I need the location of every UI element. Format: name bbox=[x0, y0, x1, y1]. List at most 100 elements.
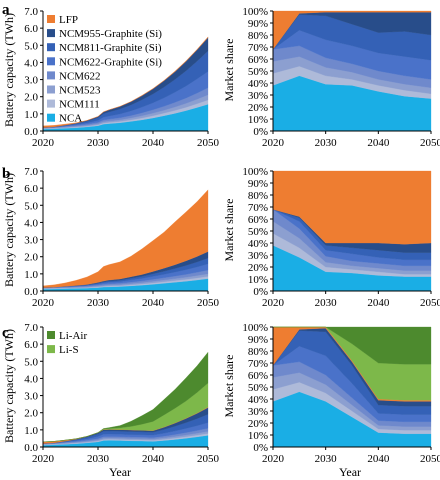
x-tick-label-c-capacity: 2050 bbox=[197, 453, 220, 465]
x-tick-label-c-capacity: 2030 bbox=[87, 453, 110, 465]
x-tick-label-a-capacity: 2040 bbox=[142, 137, 165, 149]
y-tick-label-b-capacity: 5.0 bbox=[24, 200, 38, 212]
y-tick-label-c-share: 60% bbox=[248, 370, 268, 382]
area-b-capacity-lfp bbox=[42, 189, 209, 288]
legend-swatch-a-nca bbox=[47, 113, 55, 122]
y-tick-label-c-share: 70% bbox=[248, 358, 268, 370]
legend-swatch-a-lfp bbox=[47, 15, 55, 23]
panel-label-b: b bbox=[2, 166, 10, 182]
area-b-share-lfp bbox=[272, 170, 432, 245]
x-tick-label-a-share: 2020 bbox=[262, 137, 285, 149]
x-tick-label-b-capacity: 2040 bbox=[142, 297, 165, 309]
legend-swatch-c-li-s bbox=[47, 345, 55, 354]
y-tick-label-c-share: 20% bbox=[248, 418, 268, 430]
x-tick-label-b-share: 2020 bbox=[262, 297, 285, 309]
chart-axes bbox=[40, 10, 432, 450]
y-tick-label-a-share: 60% bbox=[248, 54, 268, 66]
y-tick-label-c-share: 50% bbox=[248, 382, 268, 394]
y-tick-label-a-share: 30% bbox=[248, 90, 268, 102]
y-tick-label-c-capacity: 7.0 bbox=[24, 322, 38, 334]
x-axis-label-left: Year bbox=[109, 465, 131, 479]
y-tick-label-a-share: 100% bbox=[242, 6, 268, 18]
legend-label-a-ncm622: NCM622 bbox=[59, 70, 101, 82]
y-tick-label-b-share: 20% bbox=[248, 262, 268, 274]
area-a-share-lfp bbox=[272, 10, 432, 50]
x-tick-label-c-share: 2030 bbox=[315, 453, 338, 465]
y-axis-label-a-right: Market share bbox=[222, 39, 236, 102]
y-tick-label-b-capacity: 6.0 bbox=[24, 183, 38, 195]
legend-swatch-a-ncm523 bbox=[47, 85, 55, 94]
x-tick-label-b-share: 2050 bbox=[420, 297, 440, 309]
legend-swatch-a-ncm811-graphite-si bbox=[47, 43, 55, 52]
legend-label-a-ncm955-graphite-si: NCM955-Graphite (Si) bbox=[59, 28, 162, 40]
y-tick-label-b-share: 90% bbox=[248, 178, 268, 190]
x-tick-label-a-share: 2050 bbox=[420, 137, 440, 149]
y-axis-label-b-left: Battery capacity (TWh) bbox=[2, 173, 16, 287]
y-tick-label-a-capacity: 0.0 bbox=[24, 126, 38, 138]
area-c-capacity-li-air bbox=[42, 351, 209, 443]
legend-label-a-ncm811-graphite-si: NCM811-Graphite (Si) bbox=[59, 42, 162, 54]
y-tick-label-a-share: 20% bbox=[248, 102, 268, 114]
legend-label-c-li-air: Li-Air bbox=[59, 330, 87, 342]
y-axis-label-a-left: Battery capacity (TWh) bbox=[2, 13, 16, 127]
y-tick-label-a-share: 70% bbox=[248, 42, 268, 54]
y-tick-label-c-capacity: 4.0 bbox=[24, 373, 38, 385]
y-tick-label-c-capacity: 1.0 bbox=[24, 425, 38, 437]
y-tick-label-a-share: 10% bbox=[248, 114, 268, 126]
y-tick-label-b-share: 40% bbox=[248, 238, 268, 250]
x-tick-label-c-capacity: 2040 bbox=[142, 453, 165, 465]
legend-swatch-c-li-air bbox=[47, 331, 55, 339]
x-tick-label-c-share: 2050 bbox=[420, 453, 440, 465]
y-axis-label-c-left: Battery capacity (TWh) bbox=[2, 329, 16, 443]
legend-label-c-li-s: Li-S bbox=[59, 344, 79, 356]
y-tick-label-c-capacity: 3.0 bbox=[24, 391, 38, 403]
y-tick-label-b-capacity: 3.0 bbox=[24, 235, 38, 247]
y-tick-label-c-share: 0% bbox=[253, 442, 268, 454]
panel-label-c: c bbox=[2, 325, 9, 341]
y-tick-label-a-share: 50% bbox=[248, 66, 268, 78]
y-tick-label-b-capacity: 7.0 bbox=[24, 166, 38, 178]
x-tick-label-b-capacity: 2020 bbox=[32, 297, 55, 309]
legend-swatch-a-ncm622 bbox=[47, 71, 55, 80]
y-tick-label-a-capacity: 1.0 bbox=[24, 109, 38, 121]
y-tick-label-b-share: 50% bbox=[248, 226, 268, 238]
x-tick-label-b-capacity: 2050 bbox=[197, 297, 220, 309]
y-tick-label-b-share: 70% bbox=[248, 202, 268, 214]
y-tick-label-a-capacity: 6.0 bbox=[24, 23, 38, 35]
x-tick-label-a-share: 2030 bbox=[315, 137, 338, 149]
x-tick-label-a-capacity: 2050 bbox=[197, 137, 220, 149]
legend-label-a-lfp: LFP bbox=[59, 14, 78, 26]
legend-label-a-nca: NCA bbox=[59, 113, 82, 125]
y-tick-label-c-share: 90% bbox=[248, 334, 268, 346]
legend-swatch-a-ncm622-graphite-si bbox=[47, 57, 55, 66]
y-tick-label-a-capacity: 4.0 bbox=[24, 57, 38, 69]
y-tick-label-b-share: 80% bbox=[248, 190, 268, 202]
y-tick-label-a-capacity: 2.0 bbox=[24, 92, 38, 104]
y-tick-label-b-share: 60% bbox=[248, 214, 268, 226]
y-tick-label-b-share: 10% bbox=[248, 274, 268, 286]
y-tick-label-b-capacity: 4.0 bbox=[24, 217, 38, 229]
y-tick-label-a-capacity: 5.0 bbox=[24, 40, 38, 52]
x-tick-label-a-share: 2040 bbox=[367, 137, 390, 149]
y-tick-label-a-share: 40% bbox=[248, 78, 268, 90]
x-tick-label-c-capacity: 2020 bbox=[32, 453, 55, 465]
y-tick-label-c-capacity: 0.0 bbox=[24, 442, 38, 454]
legend-label-a-ncm622-graphite-si: NCM622-Graphite (Si) bbox=[59, 56, 162, 68]
x-tick-label-b-share: 2040 bbox=[367, 297, 390, 309]
y-tick-label-a-share: 90% bbox=[248, 18, 268, 30]
x-axis-label-right: Year bbox=[339, 465, 361, 479]
area-c-share-li-air bbox=[273, 326, 432, 365]
chart-labels: 0.0 1.0 2.0 3.0 4.0 5.0 6.0 7.0 2020 2030 2040 2050… bbox=[24, 6, 440, 465]
y-axis-label-c-right: Market share bbox=[222, 355, 236, 418]
y-tick-label-b-share: 30% bbox=[248, 250, 268, 262]
panel-label-a: a bbox=[2, 2, 10, 18]
y-tick-label-a-capacity: 3.0 bbox=[24, 75, 38, 87]
y-tick-label-b-share: 100% bbox=[242, 166, 268, 178]
legend-label-a-ncm523: NCM523 bbox=[59, 85, 101, 97]
x-tick-label-a-capacity: 2030 bbox=[87, 137, 110, 149]
chart-areas bbox=[42, 10, 432, 448]
y-tick-label-b-capacity: 2.0 bbox=[24, 252, 38, 264]
y-tick-label-a-capacity: 7.0 bbox=[24, 6, 38, 18]
y-tick-label-c-share: 100% bbox=[242, 322, 268, 334]
y-tick-label-a-share: 0% bbox=[253, 126, 268, 138]
